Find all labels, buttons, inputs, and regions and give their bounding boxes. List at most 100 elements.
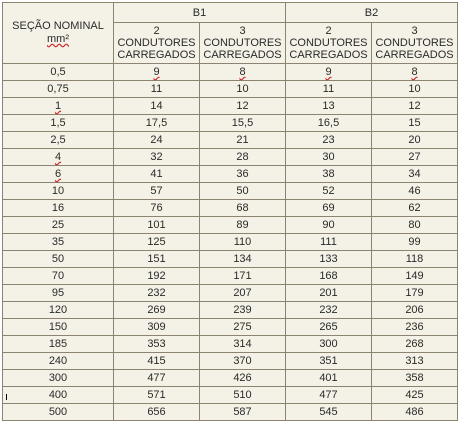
subheader-line: 3: [411, 25, 418, 37]
value-cell: 351: [285, 352, 372, 370]
value-cell: 268: [371, 335, 458, 353]
subheader-line: CARREGADOS: [375, 49, 454, 61]
value-cell: 27: [371, 148, 458, 166]
subheader-3: 2 CONDUTORES CARREGADOS: [285, 22, 372, 64]
value-cell: 370: [199, 352, 286, 370]
table-row: 1 14 12 13 12: [2, 97, 458, 115]
value-cell: 118: [371, 250, 458, 268]
value-cell: 401: [285, 369, 372, 387]
table-row: 120 269 239 232 206: [2, 301, 458, 319]
table-row: 10 57 50 52 46: [2, 182, 458, 200]
value-cell: 149: [371, 267, 458, 285]
value-cell: 52: [285, 182, 372, 200]
value-cell: 46: [371, 182, 458, 200]
value-cell: 133: [285, 250, 372, 268]
section-cell: 50: [2, 250, 114, 268]
table-row: 50 151 134 133 118: [2, 250, 458, 268]
value-cell: 36: [199, 165, 286, 183]
value-cell: 62: [371, 199, 458, 217]
table-row: 0,5 9 8 9 8: [2, 63, 458, 81]
subheader-line: 3: [239, 25, 246, 37]
section-cell: 35: [2, 233, 114, 251]
table-row: 95 232 207 201 179: [2, 284, 458, 302]
value-cell: 38: [285, 165, 372, 183]
value-cell: 57: [113, 182, 200, 200]
value-cell: 125: [113, 233, 200, 251]
value-cell: 353: [113, 335, 200, 353]
section-cell: 500: [2, 403, 114, 421]
value-cell: 11: [113, 80, 200, 98]
table-row: 240 415 370 351 313: [2, 352, 458, 370]
section-cell: 120: [2, 301, 114, 319]
value-cell: 192: [113, 267, 200, 285]
ampacity-table: SEÇÃO NOMINAL mm² B1 B2 2 CONDUTORES CARRE…: [2, 2, 458, 421]
table-container: SEÇÃO NOMINAL mm² B1 B2 2 CONDUTORES CARRE…: [2, 2, 458, 421]
table-row: 185 353 314 300 268: [2, 335, 458, 353]
table-row: 35 125 110 111 99: [2, 233, 458, 251]
value-cell: 110: [199, 233, 286, 251]
section-header: SEÇÃO NOMINAL mm²: [2, 2, 114, 64]
value-cell: 50: [199, 182, 286, 200]
value-cell: 24: [113, 131, 200, 149]
value-cell: 134: [199, 250, 286, 268]
value-cell: 486: [371, 403, 458, 421]
value-cell: 13: [285, 97, 372, 115]
subheader-line: CONDUTORES: [375, 37, 454, 49]
value-cell: 232: [113, 284, 200, 302]
value-cell: 201: [285, 284, 372, 302]
value-cell: 275: [199, 318, 286, 336]
value-cell: 99: [371, 233, 458, 251]
value-cell: 265: [285, 318, 372, 336]
value-cell: 80: [371, 216, 458, 234]
value-cell: 236: [371, 318, 458, 336]
value-cell: 30: [285, 148, 372, 166]
table-row: 25 101 89 90 80: [2, 216, 458, 234]
value-cell: 314: [199, 335, 286, 353]
value-cell: 15,5: [199, 114, 286, 132]
value-cell: 425: [371, 386, 458, 404]
value-cell: 206: [371, 301, 458, 319]
value-cell: 477: [113, 369, 200, 387]
value-cell: 21: [199, 131, 286, 149]
value-cell: 23: [285, 131, 372, 149]
table-row: 0,75 11 10 11 10: [2, 80, 458, 98]
section-cell: 2,5: [2, 131, 114, 149]
subheader-line: CARREGADOS: [117, 49, 196, 61]
value-cell: 415: [113, 352, 200, 370]
subheader-4: 3 CONDUTORES CARREGADOS: [371, 22, 458, 64]
table-row: 1,5 17,5 15,5 16,5 15: [2, 114, 458, 132]
value-cell: 12: [199, 97, 286, 115]
value-cell: 10: [199, 80, 286, 98]
subheader-2: 3 CONDUTORES CARREGADOS: [199, 22, 286, 64]
table-row: 2,5 24 21 23 20: [2, 131, 458, 149]
value-cell: 269: [113, 301, 200, 319]
group-header-b1: B1: [113, 2, 286, 23]
value-cell: 90: [285, 216, 372, 234]
section-cell: 1: [2, 97, 114, 115]
group-header-b2: B2: [285, 2, 458, 23]
cursor-mark: [6, 394, 7, 400]
subheader-line: CARREGADOS: [203, 49, 282, 61]
value-cell: 313: [371, 352, 458, 370]
subheader-line: CARREGADOS: [289, 49, 368, 61]
section-cell: 95: [2, 284, 114, 302]
table-row: 4 32 28 30 27: [2, 148, 458, 166]
value-cell: 89: [199, 216, 286, 234]
section-cell: 70: [2, 267, 114, 285]
section-cell: 10: [2, 182, 114, 200]
value-cell: 232: [285, 301, 372, 319]
value-cell: 8: [371, 63, 458, 81]
subheader-line: CONDUTORES: [117, 37, 196, 49]
value-cell: 68: [199, 199, 286, 217]
value-cell: 309: [113, 318, 200, 336]
value-cell: 32: [113, 148, 200, 166]
table-row: 16 76 68 69 62: [2, 199, 458, 217]
value-cell: 14: [113, 97, 200, 115]
section-cell: 150: [2, 318, 114, 336]
value-cell: 41: [113, 165, 200, 183]
value-cell: 171: [199, 267, 286, 285]
section-cell: 16: [2, 199, 114, 217]
value-cell: 207: [199, 284, 286, 302]
section-unit: mm²: [47, 33, 69, 45]
subheader-line: 2: [325, 25, 332, 37]
